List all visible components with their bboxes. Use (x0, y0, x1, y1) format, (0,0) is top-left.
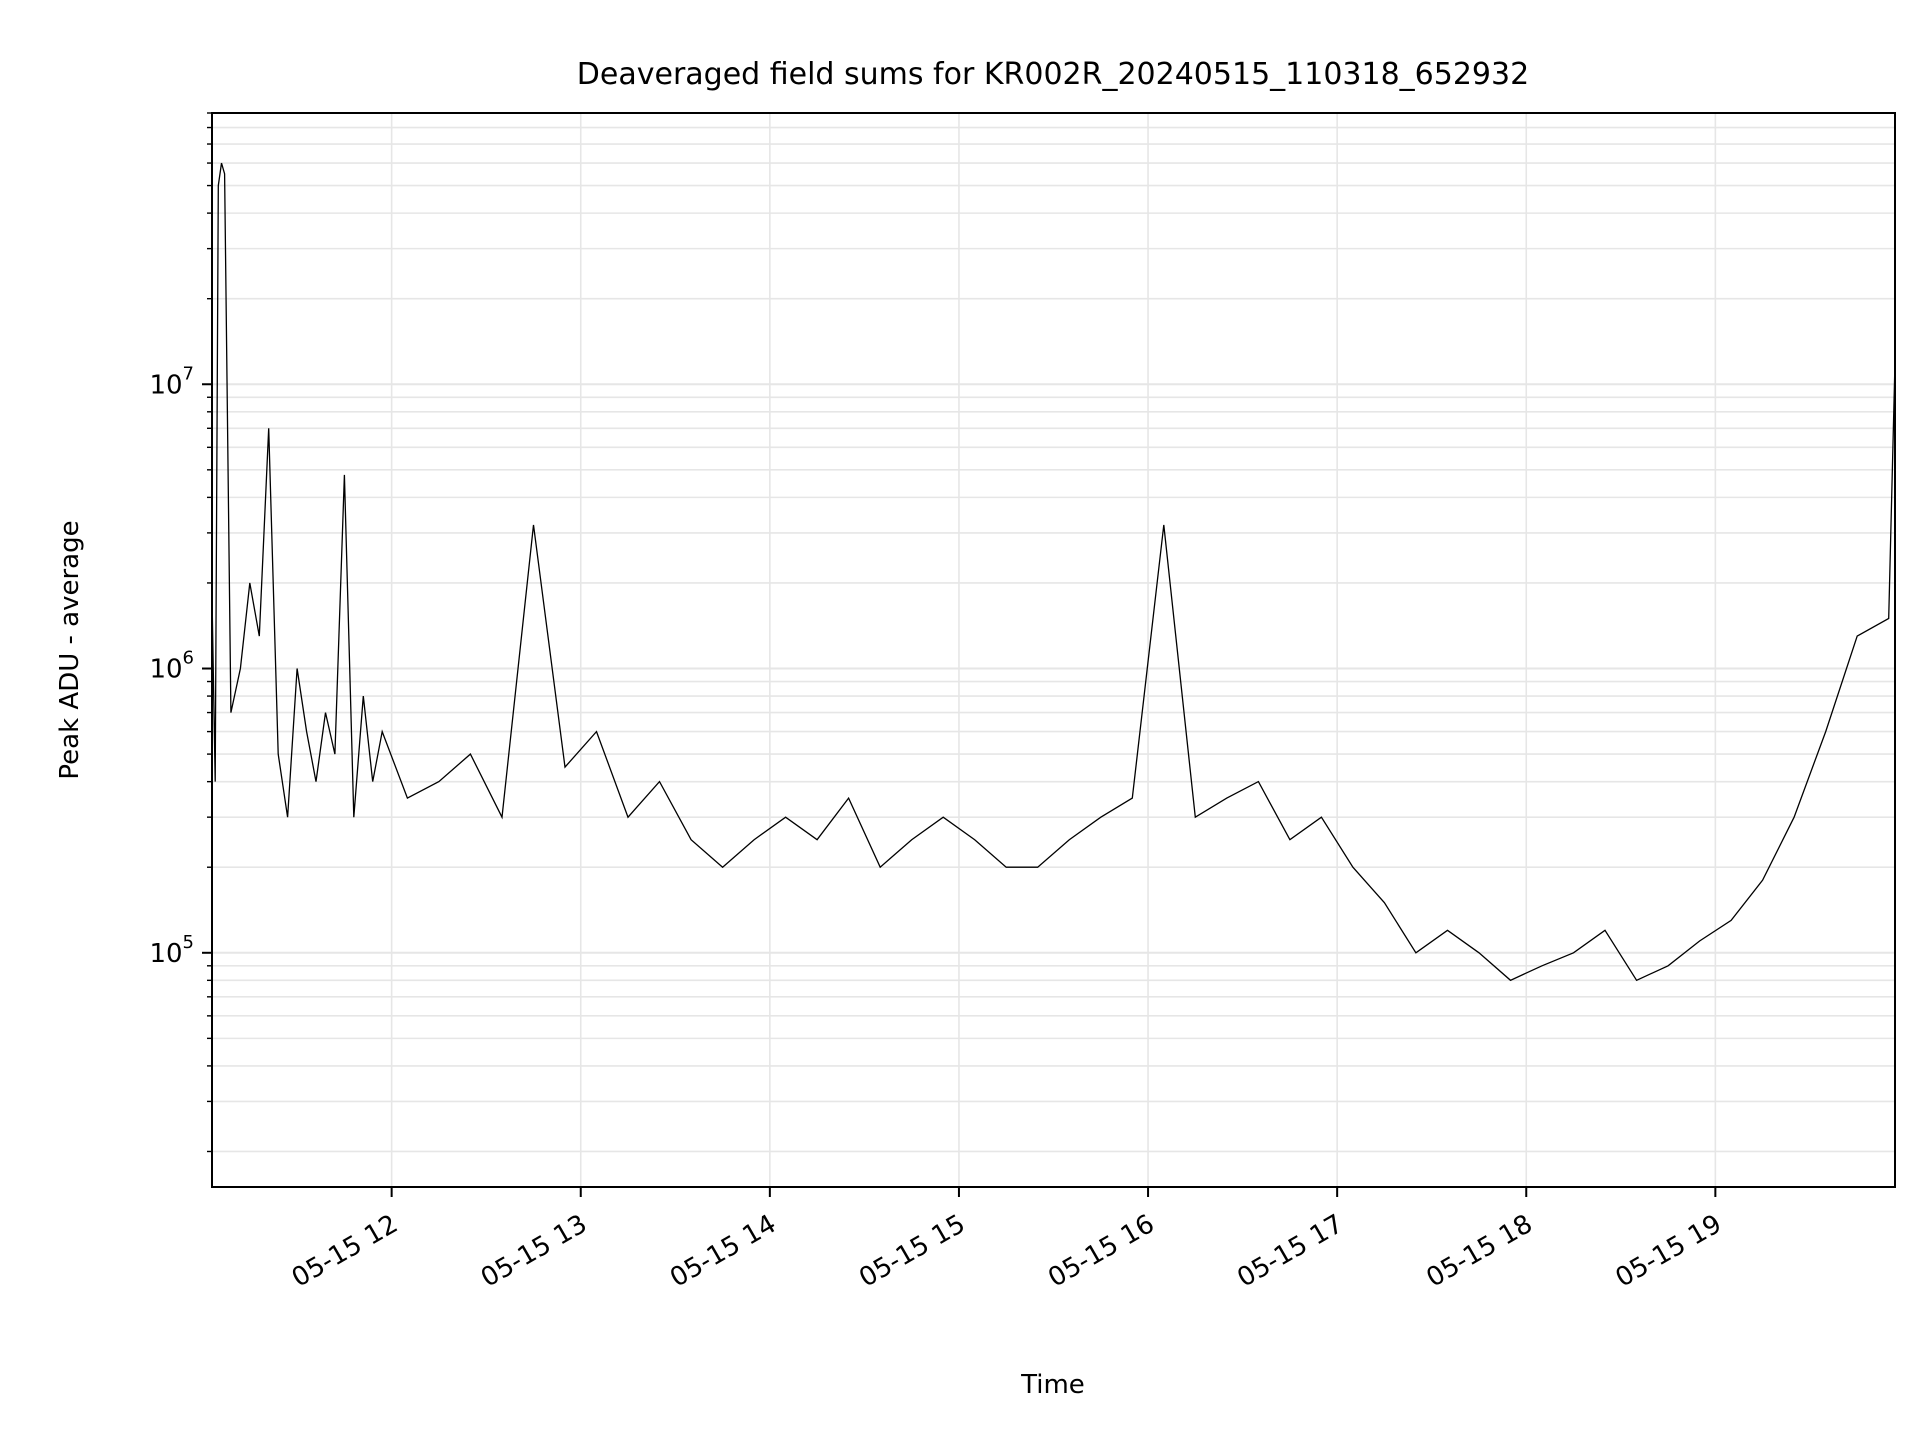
y-tick-label: 107 (149, 363, 194, 400)
series-line (211, 162, 1896, 982)
chart-title: Deaveraged field sums for KR002R_2024051… (577, 57, 1529, 92)
y-axis-label: Peak ADU - average (55, 520, 85, 779)
data-series (211, 162, 1896, 982)
plot-frame (211, 112, 1896, 1188)
y-tick-label: 105 (149, 932, 194, 969)
x-axis-label: Time (1020, 1370, 1085, 1400)
y-axis-ticks: 105 106 107 (149, 112, 212, 1153)
y-tick-label: 106 (149, 648, 194, 685)
